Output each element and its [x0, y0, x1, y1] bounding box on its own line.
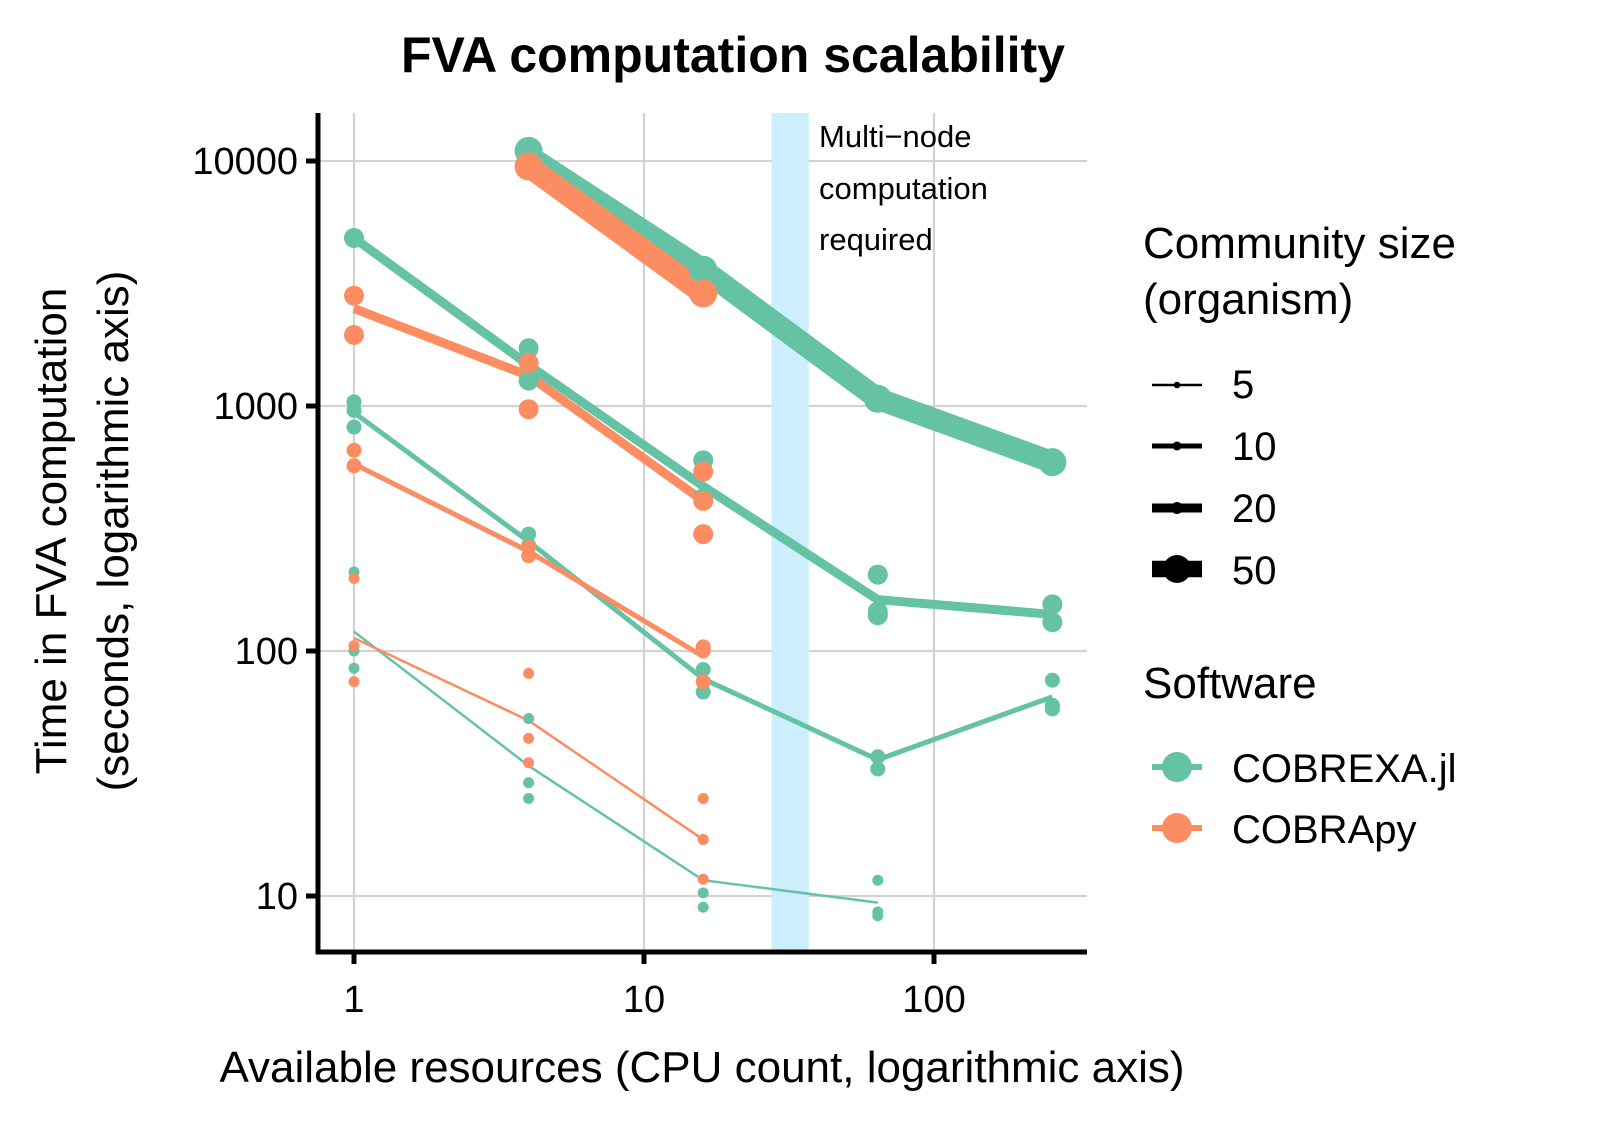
legend-software-title: Software [1143, 659, 1317, 708]
legend-software-label-cobrapy: COBRApy [1232, 808, 1417, 852]
point-cobrapy-size-5-0 [348, 572, 360, 584]
y-tick-label-1000: 1000 [213, 386, 298, 428]
legend-size-title-line-2: (organism) [1143, 275, 1353, 324]
point-cobrapy-size-50-0 [514, 152, 543, 181]
point-cobrexa-jl-size-10-11 [1044, 701, 1060, 717]
point-cobrapy-size-5-2 [348, 676, 360, 688]
y-axis-title-line-2: (seconds, logarithmic axis) [89, 271, 138, 792]
y-tick-label-10000: 10000 [192, 141, 298, 183]
point-cobrexa-jl-size-20-8 [1042, 594, 1063, 615]
point-cobrexa-jl-size-20-5 [867, 564, 888, 585]
point-cobrapy-size-5-8 [697, 873, 709, 885]
point-cobrexa-jl-size-10-6 [695, 684, 711, 700]
data-points [344, 136, 1067, 922]
point-cobrexa-jl-size-5-11 [872, 910, 884, 922]
point-cobrapy-size-5-5 [523, 757, 535, 769]
point-cobrapy-size-5-6 [697, 793, 709, 805]
legend-size-label-50: 50 [1232, 549, 1277, 593]
point-cobrexa-jl-size-50-1 [689, 255, 718, 284]
axes: 10 100 1000 10000 1 10 100 [192, 113, 1087, 1021]
point-cobrexa-jl-size-10-7 [870, 749, 886, 765]
line-cobrexa-jl-size-20 [351, 234, 1053, 619]
legend-size-key-point-50 [1163, 555, 1191, 583]
point-cobrexa-jl-size-5-9 [872, 874, 884, 886]
point-cobrapy-size-10-0 [346, 442, 362, 458]
point-cobrexa-jl-size-5-2 [348, 662, 360, 674]
legend-community-size: Community size (organism) 5 10 20 50 [1143, 219, 1456, 593]
point-cobrexa-jl-size-5-4 [523, 777, 535, 789]
y-tick-label-10: 10 [256, 876, 298, 918]
point-cobrexa-jl-size-20-1 [518, 338, 539, 359]
point-cobrexa-jl-size-10-2 [346, 419, 362, 435]
point-cobrexa-jl-size-10-9 [1044, 672, 1060, 688]
point-cobrexa-jl-size-5-5 [523, 793, 535, 805]
legend-software-label-cobrexa: COBREXA.jl [1232, 747, 1457, 791]
point-cobrexa-jl-size-10-1 [346, 402, 362, 418]
point-cobrexa-jl-size-10-5 [695, 662, 711, 678]
point-cobrapy-size-5-3 [523, 667, 535, 679]
point-cobrapy-size-50-1 [689, 279, 718, 308]
point-cobrexa-jl-size-5-8 [697, 901, 709, 913]
point-cobrapy-size-5-7 [697, 834, 709, 846]
legend-software: Software COBREXA.jl COBRApy [1143, 659, 1457, 852]
point-cobrapy-size-10-6 [695, 674, 711, 690]
point-cobrexa-jl-size-20-0 [344, 227, 364, 248]
point-cobrapy-size-20-0 [344, 285, 364, 306]
line-cobrexa-jl-size-50 [522, 146, 1057, 473]
legend-size-label-10: 10 [1232, 425, 1277, 469]
point-cobrapy-size-20-3 [518, 399, 539, 420]
y-tick-label-100: 100 [235, 631, 298, 673]
point-cobrexa-jl-size-10-8 [870, 761, 886, 777]
x-tick-label-10: 10 [623, 979, 665, 1021]
legend-size-label-5: 5 [1232, 363, 1254, 407]
point-cobrexa-jl-size-10-3 [521, 526, 537, 542]
point-cobrapy-size-5-1 [348, 640, 360, 652]
x-tick-label-100: 100 [902, 979, 965, 1021]
legend-size-label-20: 20 [1232, 487, 1277, 531]
legend-software-key-point-cobrapy [1162, 813, 1192, 843]
point-cobrexa-jl-size-20-9 [1042, 612, 1063, 633]
point-cobrexa-jl-size-50-3 [1038, 448, 1067, 477]
annotation-line-3: required [819, 222, 933, 257]
point-cobrapy-size-20-2 [518, 352, 539, 373]
y-axis-title-line-1: Time in FVA computation [27, 288, 76, 775]
point-cobrapy-size-20-4 [693, 461, 714, 482]
point-cobrapy-size-10-5 [695, 643, 711, 659]
chart-title: FVA computation scalability [401, 27, 1065, 83]
point-cobrexa-jl-size-50-2 [863, 384, 892, 413]
point-cobrapy-size-10-3 [521, 548, 537, 564]
legend-size-key-point-5 [1173, 381, 1181, 389]
annotation-line-2: computation [819, 171, 988, 206]
x-axis-title: Available resources (CPU count, logarith… [219, 1043, 1184, 1092]
legend-size-title-line-1: Community size [1143, 219, 1456, 268]
annotation-text: Multi−node computation required [819, 119, 988, 257]
x-tick-label-1: 1 [343, 979, 364, 1021]
point-cobrapy-size-5-4 [523, 732, 535, 744]
annotation-line-1: Multi−node [819, 119, 972, 154]
point-cobrapy-size-20-1 [344, 324, 364, 345]
point-cobrapy-size-20-5 [693, 490, 714, 511]
point-cobrexa-jl-size-5-7 [697, 887, 709, 899]
legend-size-key-point-20 [1171, 502, 1183, 514]
legend-size-key-point-10 [1172, 441, 1182, 451]
line-cobrapy-size-50 [522, 157, 710, 303]
point-cobrexa-jl-size-20-2 [518, 370, 539, 391]
point-cobrapy-size-20-6 [693, 524, 714, 545]
point-cobrexa-jl-size-20-7 [867, 605, 888, 626]
point-cobrapy-size-10-1 [346, 458, 362, 474]
line-cobrexa-jl-size-5 [353, 630, 878, 904]
legend-software-key-point-cobrexa-jl [1162, 752, 1192, 782]
point-cobrexa-jl-size-5-3 [523, 713, 535, 725]
